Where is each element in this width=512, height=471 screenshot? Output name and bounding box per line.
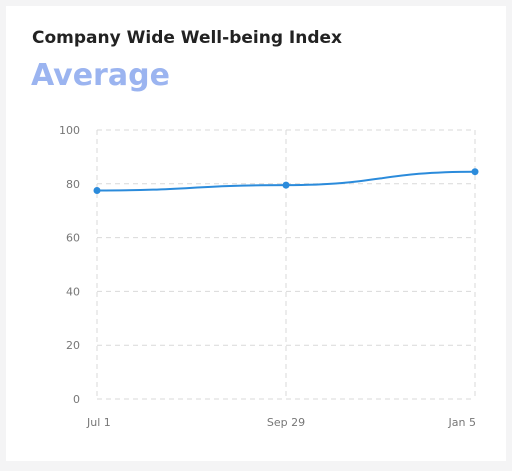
y-tick-label: 80 (66, 178, 80, 191)
chart-subtitle: Average (31, 58, 170, 93)
x-tick-label: Sep 29 (267, 416, 305, 429)
grid (96, 129, 476, 400)
x-tick-label: Jul 1 (86, 416, 111, 429)
x-axis-ticks: Jul 1 Sep 29 Jan 5 (86, 416, 476, 429)
series-layer (93, 168, 479, 195)
y-tick-label: 60 (66, 232, 80, 245)
data-point[interactable] (282, 181, 290, 189)
data-point[interactable] (471, 168, 479, 176)
y-tick-label: 20 (66, 339, 80, 352)
y-tick-label: 0 (73, 393, 80, 406)
y-tick-label: 40 (66, 285, 80, 298)
y-tick-label: 100 (59, 124, 80, 137)
chart-card (6, 6, 506, 461)
data-point[interactable] (93, 187, 101, 195)
chart-title: Company Wide Well-being Index (32, 28, 343, 48)
x-tick-label: Jan 5 (448, 416, 476, 429)
y-axis-ticks: 0 20 40 60 80 100 (59, 124, 80, 406)
